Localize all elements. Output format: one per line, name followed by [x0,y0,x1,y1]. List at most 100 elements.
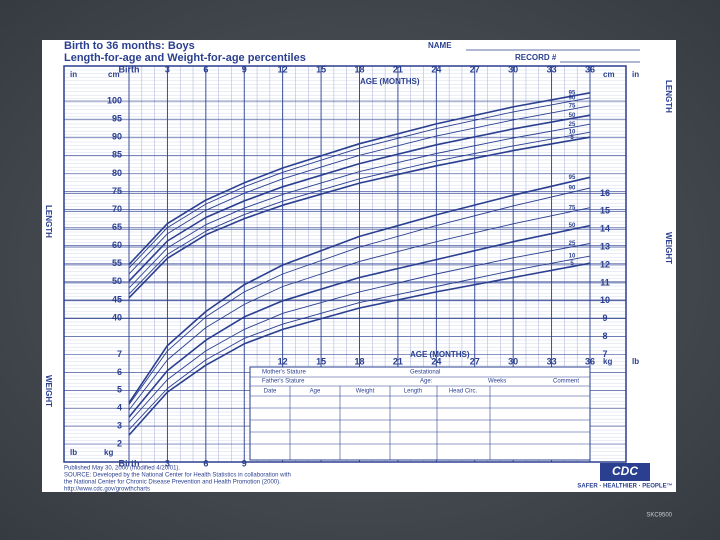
percentile-label: 10 [569,254,576,260]
cdc-logo [600,463,650,481]
x-tick-label: 12 [278,356,288,366]
y-tick-label: 75 [112,186,122,196]
percentile-line [128,255,591,431]
age-axis-label: AGE (MONTHS) [360,77,420,86]
percentile-line [128,224,591,418]
cdc-slogan: SAFER · HEALTHIER · PEOPLE™ [577,483,672,490]
x-tick-label: 15 [316,356,326,366]
x-tick-label: 27 [470,64,480,74]
y-tick-label: 3 [117,420,122,430]
x-tick-label: Birth [119,458,140,468]
name-label: NAME [428,41,452,50]
x-tick-label: 36 [585,356,595,366]
percentile-line [128,105,591,275]
percentile-label: 95 [569,175,576,181]
percentile-label: 50 [569,223,576,229]
x-tick-label: 6 [203,458,208,468]
record-label: RECORD # [515,53,557,62]
x-tick-label: 33 [547,356,557,366]
table-header: Age [310,389,321,395]
percentile-label: 5 [570,261,574,267]
percentile-label: 10 [569,130,576,136]
x-tick-label: 21 [393,356,403,366]
y-tick-label: 15 [600,206,610,216]
y-tick-label: 45 [112,294,122,304]
weight-axis-label: WEIGHT [664,232,673,264]
y-tick-label: 11 [600,277,610,287]
y-tick-label: 90 [112,132,122,142]
x-tick-label: 21 [393,64,403,74]
y-tick-label: 55 [112,258,122,268]
percentile-label: 90 [569,95,576,101]
x-tick-label: 18 [354,356,364,366]
plot-frame [63,65,627,463]
x-tick-label: Birth [119,64,140,74]
y-tick-label: 12 [600,259,610,269]
y-tick-label: 95 [112,114,122,124]
percentile-label: 75 [569,205,576,211]
x-tick-label: 3 [165,458,170,468]
y-tick-label: 9 [602,313,607,323]
y-tick-label: 85 [112,150,122,160]
y-tick-label: 14 [600,224,610,234]
y-tick-label: 6 [117,367,122,377]
gestational: Gestational [410,370,440,376]
percentile-line [128,97,591,269]
table-header: Weight [356,389,375,395]
x-tick-label: 12 [278,64,288,74]
x-tick-label: 33 [547,64,557,74]
x-tick-label: 36 [585,64,595,74]
percentile-label: 5 [570,135,574,141]
percentile-line [128,123,591,289]
kg-unit: kg [104,448,113,457]
table-header: Head Circ. [449,389,478,395]
weeks: Weeks [488,379,506,385]
length-axis-label: LENGTH [44,205,53,238]
chart-subtitle: Length-for-age and Weight-for-age percen… [64,52,306,64]
x-tick-label: 9 [242,64,247,74]
x-tick-label: 9 [242,458,247,468]
in-unit: in [70,70,77,79]
percentile-label: 25 [569,122,576,128]
footer-text: SOURCE: Developed by the National Center… [64,473,291,479]
slide-code: SKC9500 [646,513,672,519]
y-tick-label: 40 [112,312,122,322]
comment: Comment [553,379,579,385]
y-tick-label: 80 [112,168,122,178]
cdc-logo-text: CDC [612,464,638,478]
x-tick-label: 15 [316,64,326,74]
percentile-label: 95 [569,90,576,96]
percentile-line [128,114,591,282]
y-tick-label: 16 [600,188,610,198]
footer-text: Published May 30, 2000 (modified 4/20/01… [64,466,180,472]
cm-unit: cm [603,70,615,79]
x-tick-label: 24 [431,64,441,74]
percentile-line [128,92,591,266]
table-header: Length [404,389,422,395]
x-tick-label: 6 [203,64,208,74]
percentile-label: 75 [569,103,576,109]
percentile-line [128,262,591,436]
y-tick-label: 7 [117,349,122,359]
x-tick-label: 30 [508,356,518,366]
record-table [249,366,591,461]
y-tick-label: 60 [112,240,122,250]
cm-unit: cm [108,70,120,79]
percentile-label: 25 [569,241,576,247]
y-tick-label: 50 [112,276,122,286]
x-tick-label: 3 [165,64,170,74]
y-tick-label: 10 [600,295,610,305]
y-tick-label: 5 [117,385,122,395]
age-axis-label: AGE (MONTHS) [410,350,470,359]
father-stature: Father's Stature [262,379,305,385]
percentile-label: 90 [569,186,576,192]
footer-text: the National Center for Chronic Disease … [64,480,281,486]
lb-unit: lb [70,448,77,457]
x-tick-label: 24 [431,356,441,366]
x-tick-label: 27 [470,356,480,366]
percentile-line [128,207,591,411]
percentile-line [128,243,591,423]
y-tick-label: 2 [117,438,122,448]
y-tick-label: 100 [107,95,122,105]
